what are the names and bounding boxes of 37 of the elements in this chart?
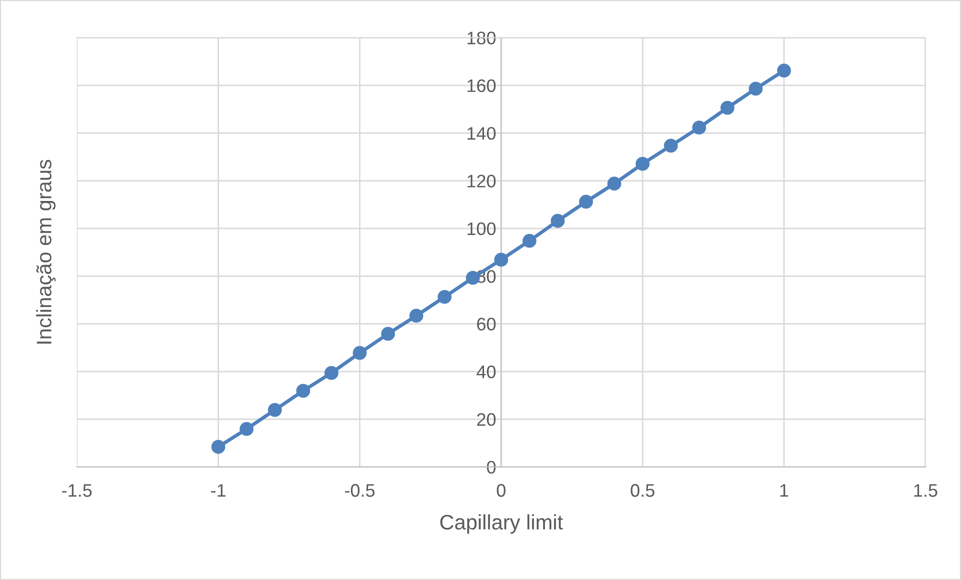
- point: [692, 120, 706, 135]
- x-tick-label: -0.5: [344, 484, 375, 497]
- y-tick-label: 100: [468, 222, 496, 236]
- y-tick-label: 40: [476, 365, 496, 378]
- point: [211, 440, 226, 454]
- x-tick-label: 0.5: [630, 484, 654, 497]
- point: [550, 214, 565, 228]
- x-tick-label: 1: [780, 484, 788, 497]
- x-tick-label: -1.5: [62, 484, 92, 497]
- x-tick-label: 1.5: [914, 484, 938, 497]
- x-axis-title: Capillary limit: [440, 514, 563, 534]
- point: [268, 402, 282, 417]
- point: [636, 156, 650, 171]
- point: [296, 384, 310, 398]
- y-tick-label: 180: [468, 32, 496, 44]
- y-axis-title: Inclinação em graus: [36, 160, 56, 344]
- point: [240, 422, 254, 436]
- y-tick-label: 20: [477, 413, 496, 426]
- y-tick-label: 120: [468, 174, 496, 188]
- point: [522, 234, 536, 248]
- x-tick-label: 0: [496, 484, 506, 497]
- point: [664, 138, 678, 153]
- point: [438, 290, 452, 304]
- y-tick-label: 140: [468, 127, 496, 140]
- point: [381, 326, 395, 341]
- point: [579, 194, 593, 209]
- point: [409, 308, 424, 323]
- point: [748, 82, 763, 96]
- y-tick-label: 160: [468, 79, 496, 92]
- point: [607, 176, 622, 191]
- point: [777, 64, 791, 78]
- y-tick-label: 60: [477, 318, 496, 331]
- point: [324, 366, 338, 380]
- point: [720, 100, 734, 115]
- point: [352, 346, 367, 360]
- point: [494, 252, 508, 267]
- x-tick-label: -1: [211, 484, 226, 497]
